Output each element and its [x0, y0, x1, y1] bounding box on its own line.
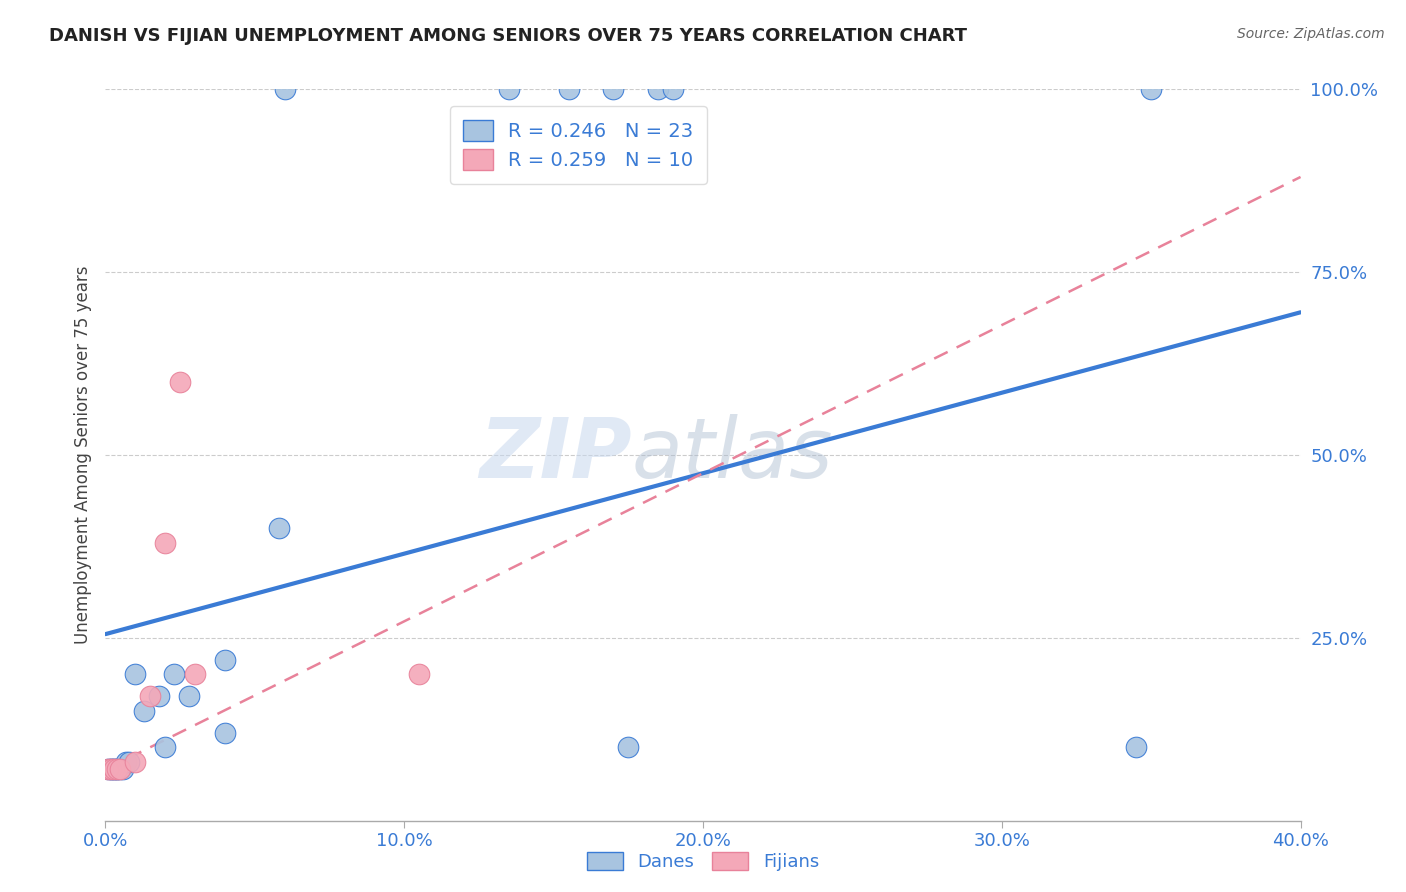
Point — [103, 763, 125, 777]
Point — [97, 763, 120, 777]
Point — [107, 763, 129, 777]
Point — [97, 763, 120, 777]
Point — [214, 726, 236, 740]
Point — [408, 667, 430, 681]
Point — [184, 667, 207, 681]
Point — [155, 740, 177, 755]
Point — [110, 763, 132, 777]
Point — [115, 755, 138, 769]
Point — [100, 763, 122, 777]
Point — [124, 755, 146, 769]
Point — [148, 690, 170, 704]
Point — [103, 763, 125, 777]
Point — [110, 763, 132, 777]
Text: atlas: atlas — [631, 415, 832, 495]
Point — [617, 740, 640, 755]
Point — [1140, 82, 1163, 96]
Point — [100, 763, 122, 777]
Y-axis label: Unemployment Among Seniors over 75 years: Unemployment Among Seniors over 75 years — [73, 266, 91, 644]
Point — [498, 82, 520, 96]
Point — [103, 763, 125, 777]
Point — [169, 375, 191, 389]
Point — [273, 82, 295, 96]
Point — [267, 521, 290, 535]
Point — [118, 755, 141, 769]
Point — [177, 690, 201, 704]
Point — [647, 82, 669, 96]
Point — [662, 82, 685, 96]
Text: DANISH VS FIJIAN UNEMPLOYMENT AMONG SENIORS OVER 75 YEARS CORRELATION CHART: DANISH VS FIJIAN UNEMPLOYMENT AMONG SENI… — [49, 27, 967, 45]
Text: Source: ZipAtlas.com: Source: ZipAtlas.com — [1237, 27, 1385, 41]
Point — [214, 653, 236, 667]
Point — [100, 763, 122, 777]
Point — [163, 667, 186, 681]
Point — [124, 667, 146, 681]
Point — [112, 763, 135, 777]
Point — [557, 82, 579, 96]
Point — [139, 690, 162, 704]
Point — [107, 763, 129, 777]
Legend: Danes, Fijians: Danes, Fijians — [579, 845, 827, 879]
Point — [1125, 740, 1147, 755]
Text: ZIP: ZIP — [478, 415, 631, 495]
Legend: R = 0.246   N = 23, R = 0.259   N = 10: R = 0.246 N = 23, R = 0.259 N = 10 — [450, 106, 707, 184]
Point — [602, 82, 624, 96]
Point — [134, 704, 156, 718]
Point — [107, 763, 129, 777]
Point — [155, 535, 177, 549]
